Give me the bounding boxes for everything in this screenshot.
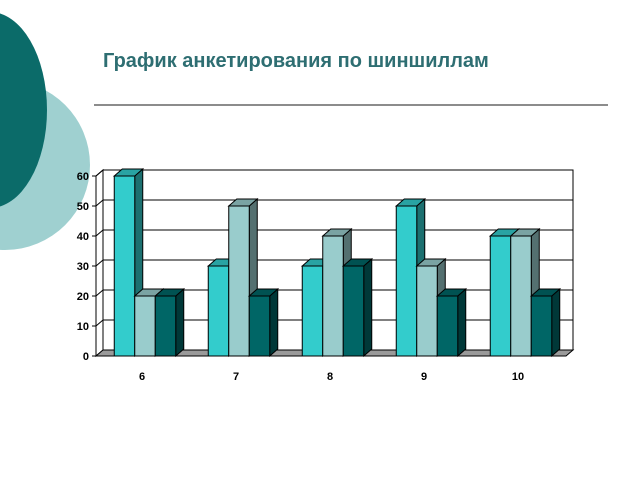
bar (342, 265, 365, 357)
bar (134, 295, 156, 357)
gridline-side (95, 259, 104, 267)
bar-side (175, 287, 185, 358)
y-tick-label: 60 (77, 171, 89, 183)
y-tick-label: 20 (77, 291, 89, 303)
bar-side (363, 257, 373, 358)
bar (510, 235, 532, 357)
y-tick-label: 0 (83, 351, 89, 363)
bar (248, 295, 271, 357)
bar (154, 295, 177, 357)
bar (207, 265, 230, 357)
title-divider (94, 104, 608, 106)
gridline-side (95, 199, 104, 207)
bar (416, 265, 438, 357)
y-tick-label: 30 (77, 261, 89, 273)
gridline-side (95, 169, 104, 177)
y-tick-label: 10 (77, 321, 89, 333)
bar-side (457, 287, 467, 358)
x-tick-label: 9 (421, 371, 427, 383)
bar (489, 235, 512, 357)
x-tick-label: 6 (139, 371, 145, 383)
gridline-side (95, 289, 104, 297)
bar (530, 295, 553, 357)
x-tick-label: 7 (233, 371, 239, 383)
bar (113, 175, 136, 357)
bar (322, 235, 344, 357)
gridline-side (95, 319, 104, 327)
bar (436, 295, 459, 357)
bar (395, 205, 418, 357)
bar (228, 205, 250, 357)
bar-side (269, 287, 279, 358)
bar-side (551, 287, 561, 358)
bar (301, 265, 324, 357)
y-tick-label: 50 (77, 201, 89, 213)
slide-title: График анкетирования по шиншиллам (103, 50, 489, 72)
x-tick-label: 10 (512, 371, 524, 383)
x-tick-label: 8 (327, 371, 333, 383)
y-tick-label: 40 (77, 231, 89, 243)
gridline-side (95, 229, 104, 237)
